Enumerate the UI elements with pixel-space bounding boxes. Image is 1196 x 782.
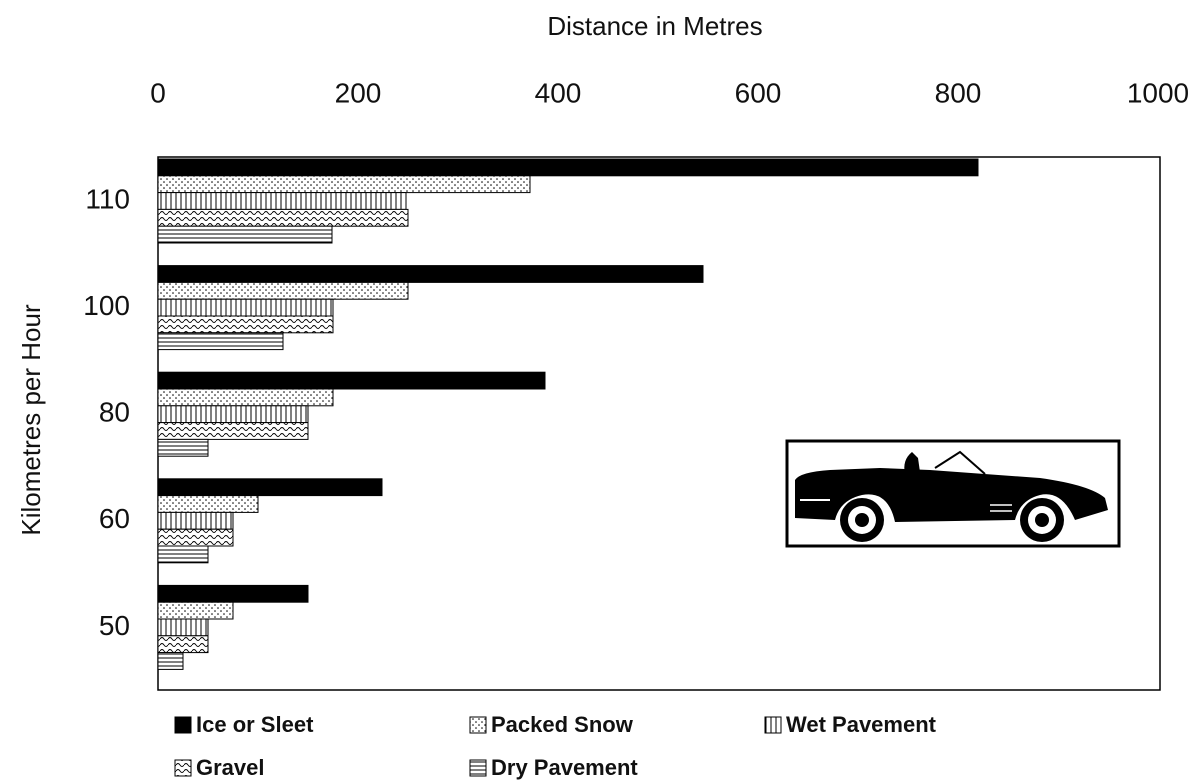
legend-label: Gravel: [196, 755, 265, 780]
bar: [158, 372, 545, 389]
x-tick-label: 200: [335, 77, 382, 108]
chart: Distance in Metres Kilometres per Hour 0…: [0, 0, 1196, 782]
legend-swatch: [765, 717, 781, 733]
car-illustration: [787, 441, 1119, 546]
bar: [158, 636, 208, 653]
bar: [158, 439, 208, 456]
x-tick-label: 600: [735, 77, 782, 108]
bar: [158, 653, 183, 670]
legend-label: Ice or Sleet: [196, 712, 314, 737]
bar: [158, 266, 703, 283]
bar: [158, 602, 233, 619]
legend-swatch: [470, 717, 486, 733]
bar: [158, 496, 258, 513]
y-tick-label: 50: [99, 610, 130, 641]
y-tick-label: 100: [83, 290, 130, 321]
bar: [158, 406, 308, 423]
bar: [158, 529, 233, 546]
legend-label: Packed Snow: [491, 712, 634, 737]
legend-swatch: [175, 760, 191, 776]
y-tick-label: 60: [99, 503, 130, 534]
y-axis-label: Kilometres per Hour: [16, 304, 46, 536]
y-tick-label: 80: [99, 397, 130, 428]
bar: [158, 282, 408, 299]
bar: [158, 176, 530, 193]
legend-label: Dry Pavement: [491, 755, 638, 780]
bar: [158, 159, 978, 176]
legend-label: Wet Pavement: [786, 712, 937, 737]
bar: [158, 423, 308, 440]
chart-title: Distance in Metres: [547, 11, 762, 41]
y-tick-label: 110: [85, 183, 130, 214]
bar: [158, 316, 333, 333]
x-tick-label: 1000: [1127, 77, 1189, 108]
bar: [158, 389, 333, 406]
x-tick-label: 400: [535, 77, 582, 108]
bar: [158, 193, 406, 210]
bar: [158, 619, 208, 636]
legend-swatch: [470, 760, 486, 776]
bar: [158, 209, 408, 226]
x-tick-label: 0: [150, 77, 166, 108]
bar: [158, 512, 233, 529]
bar: [158, 299, 333, 316]
x-tick-label: 800: [935, 77, 982, 108]
bar: [158, 226, 332, 243]
bar: [158, 585, 308, 602]
bar: [158, 479, 382, 496]
bar: [158, 546, 208, 563]
legend-swatch: [175, 717, 191, 733]
bar: [158, 333, 283, 350]
